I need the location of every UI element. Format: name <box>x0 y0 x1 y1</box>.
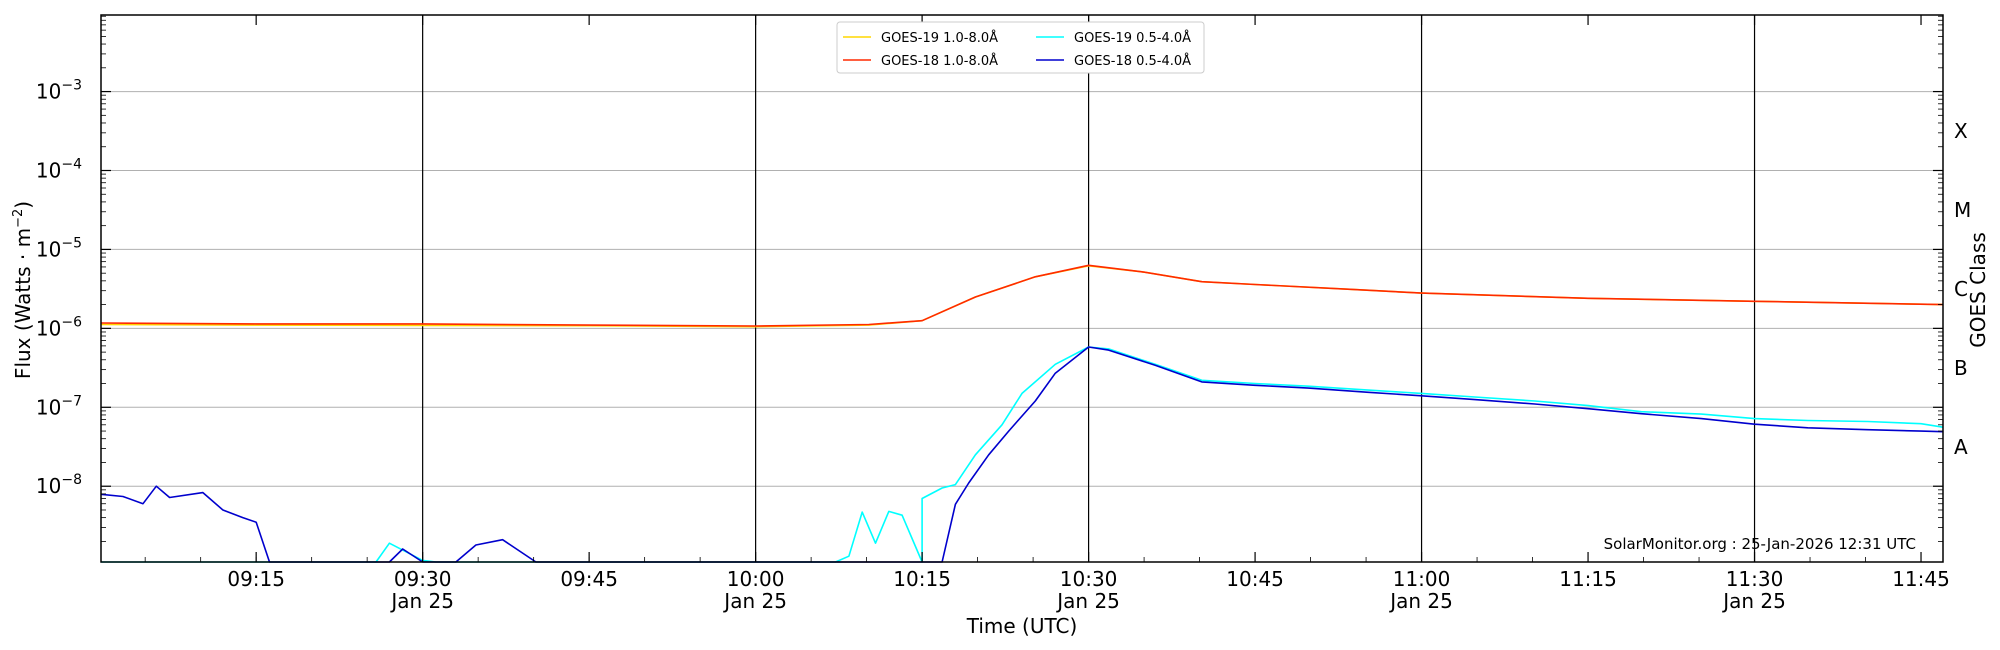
day-marker-lines <box>422 15 1756 562</box>
y-tick-label-base: 10 <box>36 158 61 182</box>
y-axis-ticks: 10−810−710−610−510−410−3 <box>36 15 1943 542</box>
x-tick-label: 10:45 <box>1226 567 1284 591</box>
x-tick-date-label: Jan 25 <box>722 589 787 613</box>
series-line-3 <box>100 346 1944 563</box>
legend-label-goes18-short: GOES-18 0.5-4.0Å <box>1074 53 1191 69</box>
credit-text: SolarMonitor.org : 25-Jan-2026 12:31 UTC <box>1604 535 1916 553</box>
y-tick-label-base: 10 <box>36 316 61 340</box>
legend-box <box>836 21 1205 74</box>
y-axis-label-main: Flux (Watts · m <box>11 228 35 379</box>
legend: GOES-19 1.0-8.0Å GOES-18 1.0-8.0Å GOES-1… <box>836 21 1205 74</box>
legend-label-goes19-long: GOES-19 1.0-8.0Å <box>881 30 998 46</box>
y-tick-label-exp: −8 <box>61 472 82 488</box>
legend-label-goes19-short: GOES-19 0.5-4.0Å <box>1074 30 1191 46</box>
series-line-2 <box>100 264 1944 327</box>
x-tick-label: 10:00 <box>727 567 785 591</box>
x-tick-date-label: Jan 25 <box>1721 589 1786 613</box>
x-tick-label: 09:30 <box>394 567 452 591</box>
x-tick-date-label: Jan 25 <box>389 589 454 613</box>
x-tick-label: 09:45 <box>560 567 618 591</box>
y-tick-label: 10−3 <box>36 78 82 104</box>
y-axis-label: Flux (Watts · m−2) <box>11 201 35 379</box>
y-tick-label-base: 10 <box>36 80 61 104</box>
x-tick-label: 09:15 <box>227 567 285 591</box>
x-axis-label: Time (UTC) <box>966 614 1078 638</box>
x-tick-label: 11:00 <box>1393 567 1451 591</box>
x-tick-label: 11:15 <box>1559 567 1617 591</box>
goes-class-label: M <box>1954 198 1971 222</box>
grid-lines <box>101 91 1943 487</box>
x-tick-label: 10:15 <box>893 567 951 591</box>
y-tick-label-base: 10 <box>36 237 61 261</box>
series-line-0 <box>100 264 1944 328</box>
goes-class-label: B <box>1954 356 1968 380</box>
goes-class-label: A <box>1954 435 1968 459</box>
x-tick-label: 10:30 <box>1060 567 1118 591</box>
y-tick-label-base: 10 <box>36 395 61 419</box>
y-tick-label-exp: −6 <box>61 314 82 330</box>
y-tick-label-exp: −5 <box>61 235 82 251</box>
x-tick-label: 11:45 <box>1892 567 1950 591</box>
y-tick-label-exp: −3 <box>61 78 82 94</box>
y-tick-label: 10−5 <box>36 235 82 261</box>
x-tick-label: 11:30 <box>1726 567 1784 591</box>
y-tick-label: 10−8 <box>36 472 82 498</box>
y-axis-label-sup: −2 <box>11 209 26 228</box>
y-tick-label: 10−4 <box>36 156 82 182</box>
x-tick-date-label: Jan 25 <box>1055 589 1120 613</box>
y-tick-label-base: 10 <box>36 474 61 498</box>
y-tick-label-exp: −4 <box>61 156 82 172</box>
series-line-1 <box>101 346 1944 563</box>
series-lines <box>100 264 1944 563</box>
y-axis-label-close: ) <box>11 201 35 209</box>
goes-class-labels: X M C B A <box>1954 119 1971 459</box>
goes-class-axis-label: GOES Class <box>1966 232 1990 348</box>
goes-class-label: X <box>1954 119 1968 143</box>
legend-label-goes18-long: GOES-18 1.0-8.0Å <box>881 53 998 69</box>
plot-frame <box>100 14 1944 563</box>
goes-class-label: C <box>1954 277 1968 301</box>
y-tick-label: 10−6 <box>36 314 82 340</box>
y-tick-label-exp: −7 <box>61 393 82 409</box>
y-tick-label: 10−7 <box>36 393 82 419</box>
x-tick-date-label: Jan 25 <box>1388 589 1453 613</box>
